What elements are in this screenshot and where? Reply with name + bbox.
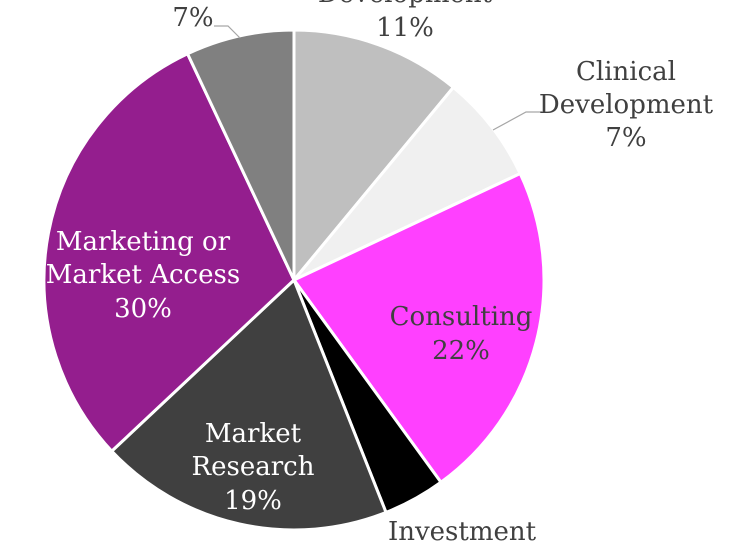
data-label-name-clinical-development: Development	[539, 90, 714, 120]
data-label-value-unlabeled: 7%	[172, 3, 213, 33]
data-label-value-market-research: 19%	[224, 486, 282, 516]
data-label-name-marketing-or-market-access: Marketing or	[56, 227, 231, 257]
data-label-name-marketing-or-market-access: Market Access	[46, 260, 240, 290]
data-label-value-marketing-or-market-access: 30%	[114, 294, 172, 324]
pie-slice-consulting	[292, 172, 546, 484]
pie-slice-unlabeled	[186, 28, 296, 282]
pie-slices	[42, 28, 546, 532]
pie-slice-market-research	[110, 278, 388, 532]
data-label-name-development: Development	[318, 0, 493, 9]
slice-labels: Development11%ClinicalDevelopment7%Consu…	[46, 0, 714, 547]
data-label-name-investment: Investment	[388, 517, 537, 547]
data-label-name-market-research: Research	[192, 452, 315, 482]
leader-line-clinical-development	[492, 111, 542, 131]
data-label-name-market-research: Market	[205, 419, 302, 449]
leader-lines	[214, 25, 542, 131]
data-label-name-clinical-development: Clinical	[576, 57, 676, 87]
data-label-name-consulting: Consulting	[390, 302, 533, 332]
data-label-value-development: 11%	[376, 13, 434, 43]
leader-line-unlabeled	[214, 25, 241, 39]
pie-slice-clinical-development	[292, 85, 522, 282]
pie-slice-marketing-or-market-access	[42, 52, 296, 453]
pie-slice-development	[292, 28, 455, 282]
data-label-value-clinical-development: 7%	[605, 123, 646, 153]
data-label-value-consulting: 22%	[432, 336, 490, 366]
